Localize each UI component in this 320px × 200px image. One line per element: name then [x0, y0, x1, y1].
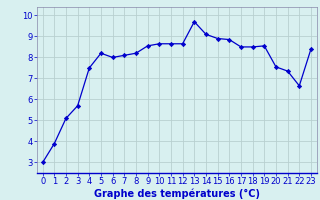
X-axis label: Graphe des températures (°C): Graphe des températures (°C): [94, 189, 260, 199]
